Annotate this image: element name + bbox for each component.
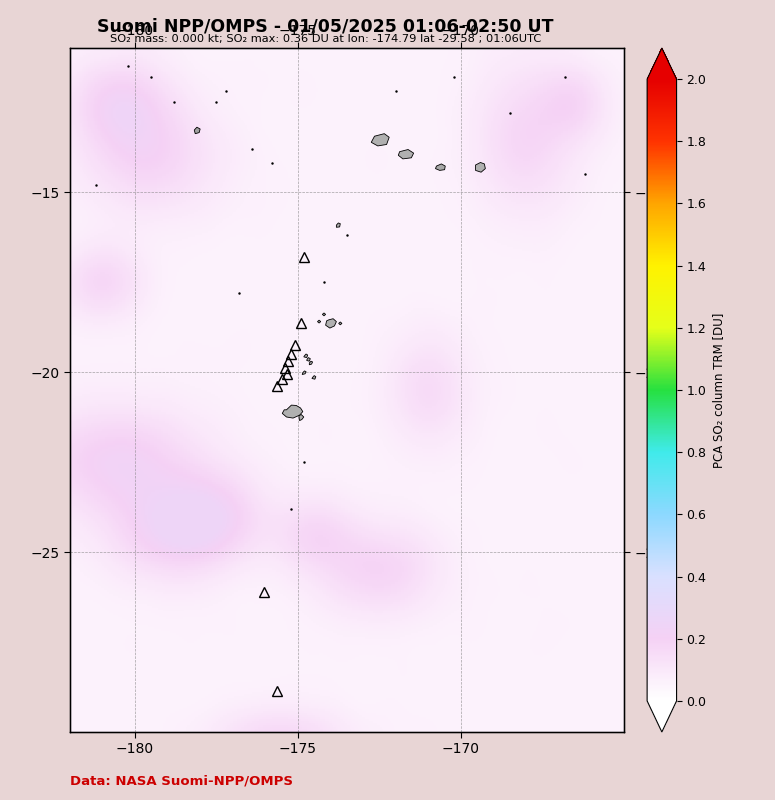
Polygon shape — [476, 162, 485, 172]
Polygon shape — [282, 405, 303, 418]
Polygon shape — [299, 414, 304, 421]
PathPatch shape — [647, 701, 677, 732]
Text: Data: NASA Suomi-NPP/OMPS: Data: NASA Suomi-NPP/OMPS — [70, 775, 293, 788]
Polygon shape — [326, 318, 336, 328]
Polygon shape — [309, 361, 312, 365]
Polygon shape — [436, 164, 446, 170]
Polygon shape — [336, 223, 340, 227]
Polygon shape — [302, 371, 306, 374]
Polygon shape — [339, 322, 342, 325]
Polygon shape — [322, 313, 326, 316]
Text: Suomi NPP/OMPS - 01/05/2025 01:06-02:50 UT: Suomi NPP/OMPS - 01/05/2025 01:06-02:50 … — [97, 18, 554, 35]
Polygon shape — [307, 358, 310, 361]
Polygon shape — [318, 320, 321, 323]
Polygon shape — [312, 376, 316, 379]
Y-axis label: PCA SO₂ column TRM [DU]: PCA SO₂ column TRM [DU] — [712, 312, 725, 468]
Polygon shape — [304, 354, 308, 358]
Polygon shape — [195, 127, 200, 134]
Text: SO₂ mass: 0.000 kt; SO₂ max: 0.36 DU at lon: -174.79 lat -29.58 ; 01:06UTC: SO₂ mass: 0.000 kt; SO₂ max: 0.36 DU at … — [110, 34, 541, 43]
PathPatch shape — [647, 48, 677, 79]
Polygon shape — [398, 150, 414, 159]
Polygon shape — [371, 134, 389, 146]
